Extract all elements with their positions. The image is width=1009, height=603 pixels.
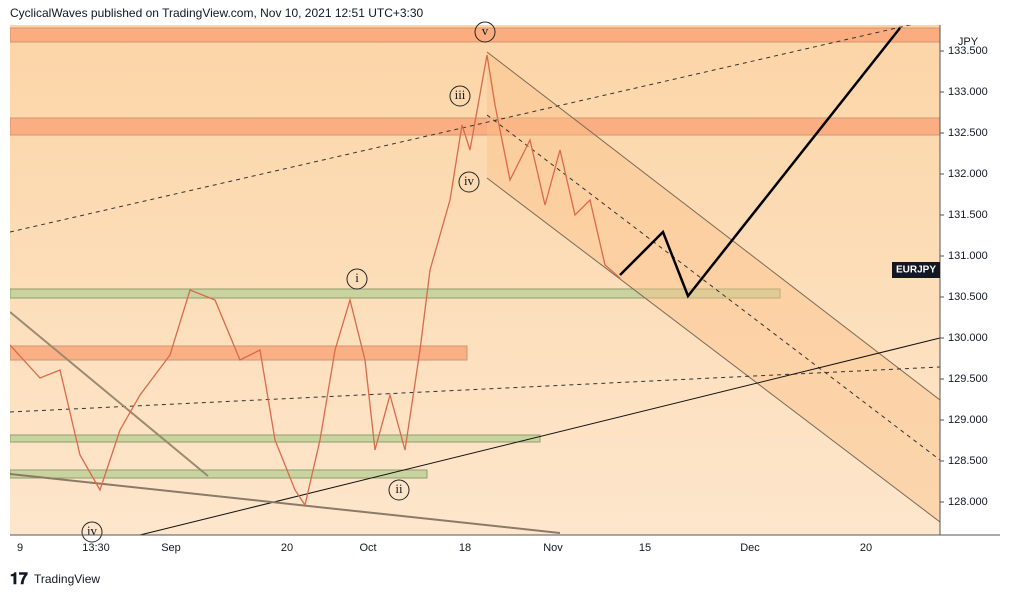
time-tick-label: 20 — [860, 542, 872, 554]
price-ticks: 133.500 133.000 132.500 132.000 131.500 131.0… — [940, 45, 988, 508]
time-tick-label: Oct — [359, 542, 376, 554]
time-tick-label: 9 — [17, 542, 23, 554]
currency-label: JPY — [958, 36, 979, 48]
price-tick-label: 129.500 — [948, 373, 988, 385]
price-tick-label: 129.000 — [948, 414, 988, 426]
wave-circle — [474, 21, 496, 43]
price-tick-label: 131.500 — [948, 209, 988, 221]
wave-circle — [346, 268, 368, 290]
header-title: CyclicalWaves published on TradingView.c… — [10, 6, 424, 20]
wave-label: i — [355, 270, 359, 285]
time-tick-label: 20 — [281, 542, 293, 554]
logo: 𝟏𝟕 — [10, 571, 28, 588]
time-ticks: 9 13:30 Sep 20 Oct 18 Nov 15 Dec 20 — [17, 542, 872, 554]
price-tick-label: 132.000 — [948, 168, 988, 180]
time-tick-label: 15 — [639, 542, 651, 554]
price-tick-label: 131.000 — [948, 250, 988, 262]
wave-label: v — [482, 23, 489, 38]
wave-label: iv — [464, 173, 475, 188]
price-tick-label: 128.000 — [948, 496, 988, 508]
wave-circle — [81, 521, 103, 543]
time-tick-label: Dec — [740, 542, 760, 554]
symbol-tag-bg — [892, 262, 940, 278]
symbol-tag: EURJPY — [896, 265, 936, 276]
plot-area — [10, 25, 940, 535]
time-tick-label: Nov — [543, 542, 563, 554]
wave-circle — [388, 479, 410, 501]
time-tick-label: 18 — [459, 542, 471, 554]
wave-circle — [458, 171, 480, 193]
price-tick-label: 132.500 — [948, 127, 988, 139]
wave-label: iii — [455, 87, 466, 102]
wave-label: ii — [395, 481, 403, 496]
price-tick-label: 130.000 — [948, 332, 988, 344]
time-tick-label: 13:30 — [82, 542, 110, 554]
price-tick-label: 133.000 — [948, 86, 988, 98]
price-tick-label: 133.500 — [948, 45, 988, 57]
wave-circle — [449, 85, 471, 107]
price-tick-label: 128.500 — [948, 455, 988, 467]
price-tick-label: 130.500 — [948, 291, 988, 303]
drawings — [10, 25, 940, 535]
footer-brand: TradingView — [34, 572, 100, 586]
wave-label: iv — [87, 523, 98, 538]
time-tick-label: Sep — [161, 542, 181, 554]
